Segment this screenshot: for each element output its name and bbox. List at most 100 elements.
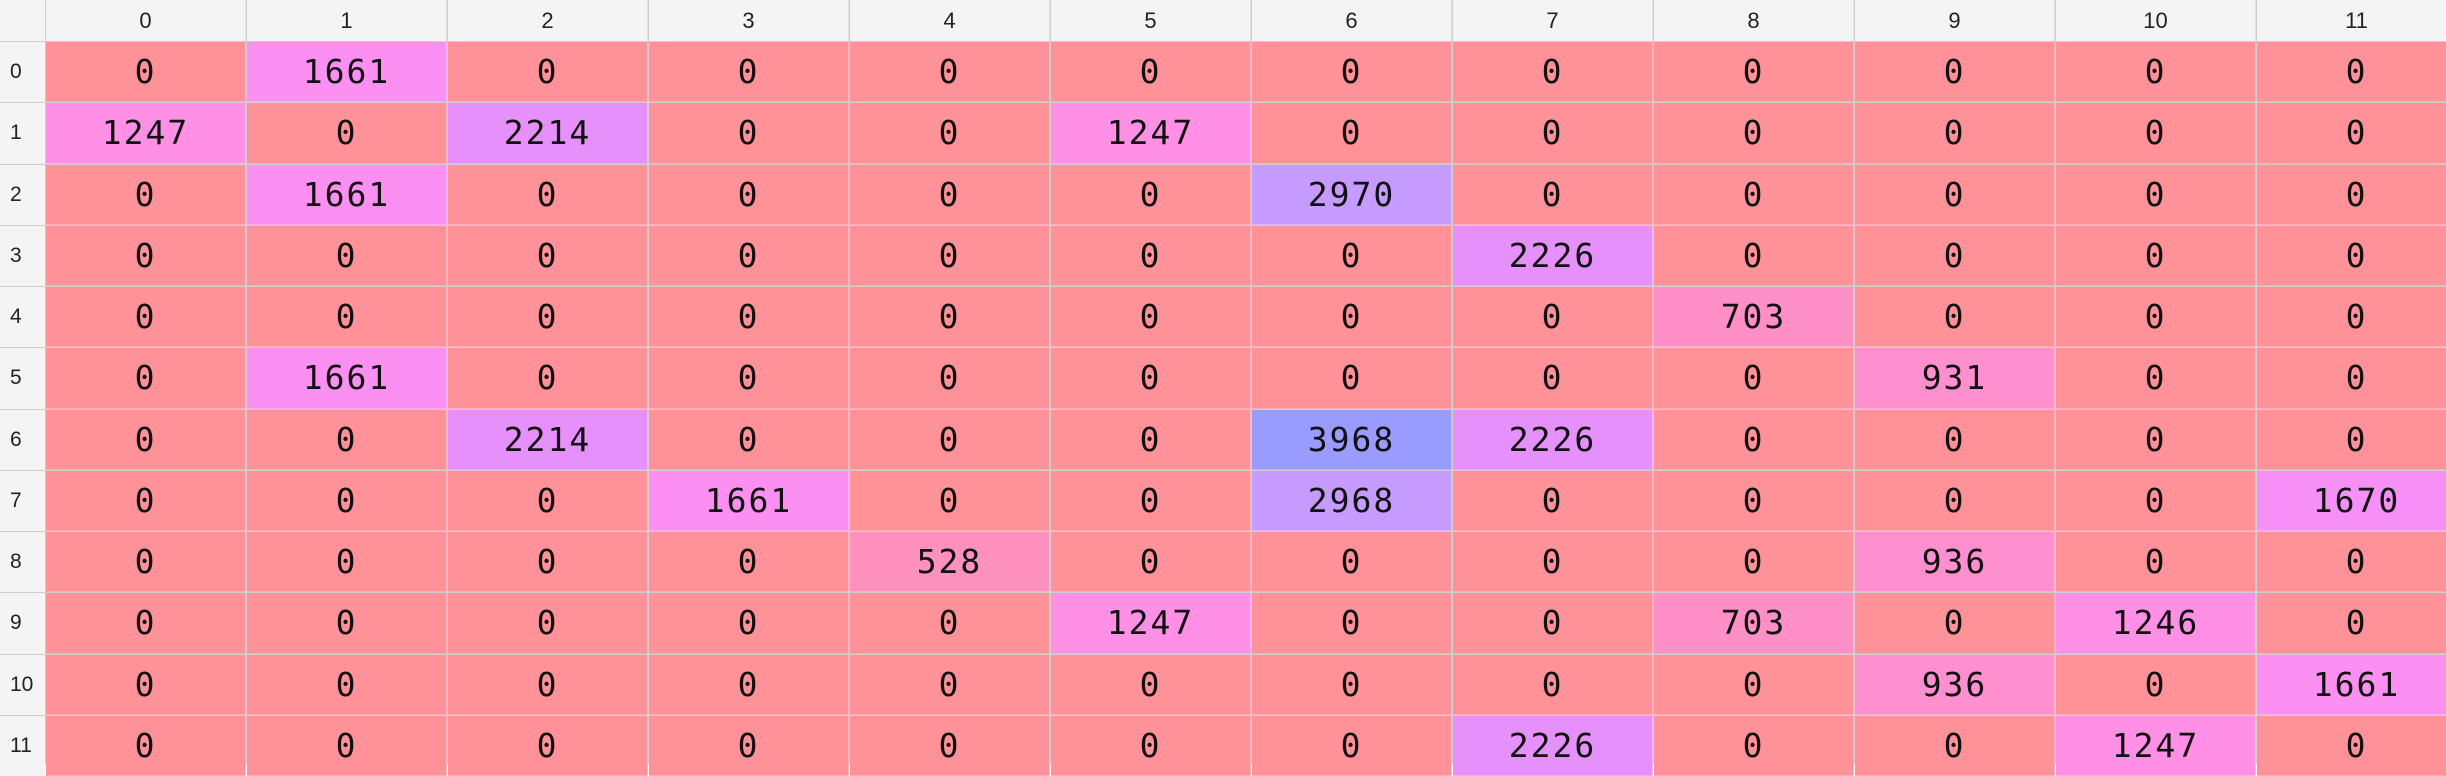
table-cell[interactable]: 0: [46, 715, 246, 776]
row-header[interactable]: 6: [0, 409, 45, 470]
table-cell[interactable]: 0: [448, 715, 648, 776]
table-cell[interactable]: 0: [1252, 715, 1452, 776]
row-header[interactable]: 2: [0, 164, 45, 225]
table-cell[interactable]: 1247: [1051, 103, 1251, 164]
table-cell[interactable]: 0: [1654, 164, 1854, 225]
table-cell[interactable]: 0: [448, 348, 648, 409]
column-header[interactable]: 9: [1855, 0, 2055, 41]
table-cell[interactable]: 1661: [247, 348, 447, 409]
table-cell[interactable]: 0: [1654, 103, 1854, 164]
table-cell[interactable]: 0: [247, 593, 447, 654]
column-header[interactable]: 5: [1051, 0, 1251, 41]
table-cell[interactable]: 0: [448, 593, 648, 654]
table-cell[interactable]: 1247: [46, 103, 246, 164]
table-cell[interactable]: 0: [1855, 103, 2055, 164]
table-cell[interactable]: 1247: [2056, 715, 2256, 776]
table-cell[interactable]: 0: [1855, 715, 2055, 776]
table-cell[interactable]: 0: [46, 348, 246, 409]
table-cell[interactable]: 0: [448, 164, 648, 225]
table-cell[interactable]: 0: [1051, 225, 1251, 286]
table-cell[interactable]: 0: [649, 42, 849, 103]
table-cell[interactable]: 1670: [2257, 470, 2446, 531]
table-cell[interactable]: 0: [1453, 287, 1653, 348]
table-cell[interactable]: 0: [649, 287, 849, 348]
table-cell[interactable]: 936: [1855, 654, 2055, 715]
table-cell[interactable]: 0: [1855, 409, 2055, 470]
table-cell[interactable]: 0: [46, 654, 246, 715]
table-cell[interactable]: 2226: [1453, 715, 1653, 776]
table-cell[interactable]: 703: [1654, 593, 1854, 654]
table-cell[interactable]: 0: [2056, 287, 2256, 348]
row-header[interactable]: 11: [0, 715, 45, 776]
row-header[interactable]: 3: [0, 225, 45, 286]
table-cell[interactable]: 0: [1252, 348, 1452, 409]
table-cell[interactable]: 0: [1252, 593, 1452, 654]
table-cell[interactable]: 0: [1855, 42, 2055, 103]
row-header[interactable]: 8: [0, 532, 45, 593]
column-header[interactable]: 4: [850, 0, 1050, 41]
column-header[interactable]: 10: [2056, 0, 2256, 41]
table-cell[interactable]: 0: [2056, 409, 2256, 470]
table-cell[interactable]: 1247: [1051, 593, 1251, 654]
table-cell[interactable]: 0: [2056, 470, 2256, 531]
table-cell[interactable]: 528: [850, 532, 1050, 593]
table-cell[interactable]: 0: [1051, 348, 1251, 409]
row-header[interactable]: 5: [0, 348, 45, 409]
table-cell[interactable]: 0: [1855, 164, 2055, 225]
table-cell[interactable]: 0: [850, 42, 1050, 103]
table-cell[interactable]: 0: [448, 470, 648, 531]
table-cell[interactable]: 0: [448, 42, 648, 103]
table-cell[interactable]: 0: [649, 348, 849, 409]
column-header[interactable]: 8: [1654, 0, 1854, 41]
table-cell[interactable]: 0: [1453, 103, 1653, 164]
table-cell[interactable]: 2226: [1453, 225, 1653, 286]
table-cell[interactable]: 0: [247, 225, 447, 286]
table-cell[interactable]: 0: [2056, 348, 2256, 409]
table-cell[interactable]: 931: [1855, 348, 2055, 409]
table-cell[interactable]: 936: [1855, 532, 2055, 593]
table-cell[interactable]: 0: [1252, 103, 1452, 164]
row-header[interactable]: 7: [0, 470, 45, 531]
table-cell[interactable]: 0: [649, 654, 849, 715]
table-cell[interactable]: 0: [247, 532, 447, 593]
table-cell[interactable]: 703: [1654, 287, 1854, 348]
table-cell[interactable]: 0: [2257, 532, 2446, 593]
table-cell[interactable]: 0: [448, 532, 648, 593]
table-cell[interactable]: 0: [649, 103, 849, 164]
table-cell[interactable]: 0: [850, 348, 1050, 409]
table-cell[interactable]: 2214: [448, 103, 648, 164]
table-cell[interactable]: 0: [1453, 593, 1653, 654]
table-cell[interactable]: 0: [850, 470, 1050, 531]
table-cell[interactable]: 0: [1051, 164, 1251, 225]
table-cell[interactable]: 0: [1252, 287, 1452, 348]
table-cell[interactable]: 3968: [1252, 409, 1452, 470]
table-cell[interactable]: 0: [46, 409, 246, 470]
table-cell[interactable]: 0: [1453, 532, 1653, 593]
table-cell[interactable]: 0: [649, 715, 849, 776]
table-cell[interactable]: 0: [1855, 593, 2055, 654]
table-cell[interactable]: 0: [1654, 532, 1854, 593]
table-cell[interactable]: 0: [2257, 287, 2446, 348]
table-cell[interactable]: 0: [2056, 42, 2256, 103]
table-cell[interactable]: 1661: [2257, 654, 2446, 715]
table-cell[interactable]: 0: [850, 103, 1050, 164]
table-cell[interactable]: 0: [2257, 42, 2446, 103]
column-header[interactable]: 6: [1252, 0, 1452, 41]
table-cell[interactable]: 0: [1252, 42, 1452, 103]
table-cell[interactable]: 0: [46, 42, 246, 103]
table-cell[interactable]: 0: [850, 287, 1050, 348]
table-cell[interactable]: 0: [448, 225, 648, 286]
table-cell[interactable]: 0: [850, 654, 1050, 715]
table-cell[interactable]: 1661: [247, 164, 447, 225]
table-cell[interactable]: 0: [448, 654, 648, 715]
table-cell[interactable]: 1246: [2056, 593, 2256, 654]
table-cell[interactable]: 0: [2257, 715, 2446, 776]
row-header[interactable]: 4: [0, 287, 45, 348]
table-cell[interactable]: 0: [1855, 225, 2055, 286]
table-cell[interactable]: 0: [1453, 42, 1653, 103]
table-cell[interactable]: 0: [1051, 470, 1251, 531]
row-header[interactable]: 1: [0, 103, 45, 164]
table-cell[interactable]: 0: [2257, 103, 2446, 164]
table-cell[interactable]: 0: [247, 287, 447, 348]
table-cell[interactable]: 0: [1453, 164, 1653, 225]
